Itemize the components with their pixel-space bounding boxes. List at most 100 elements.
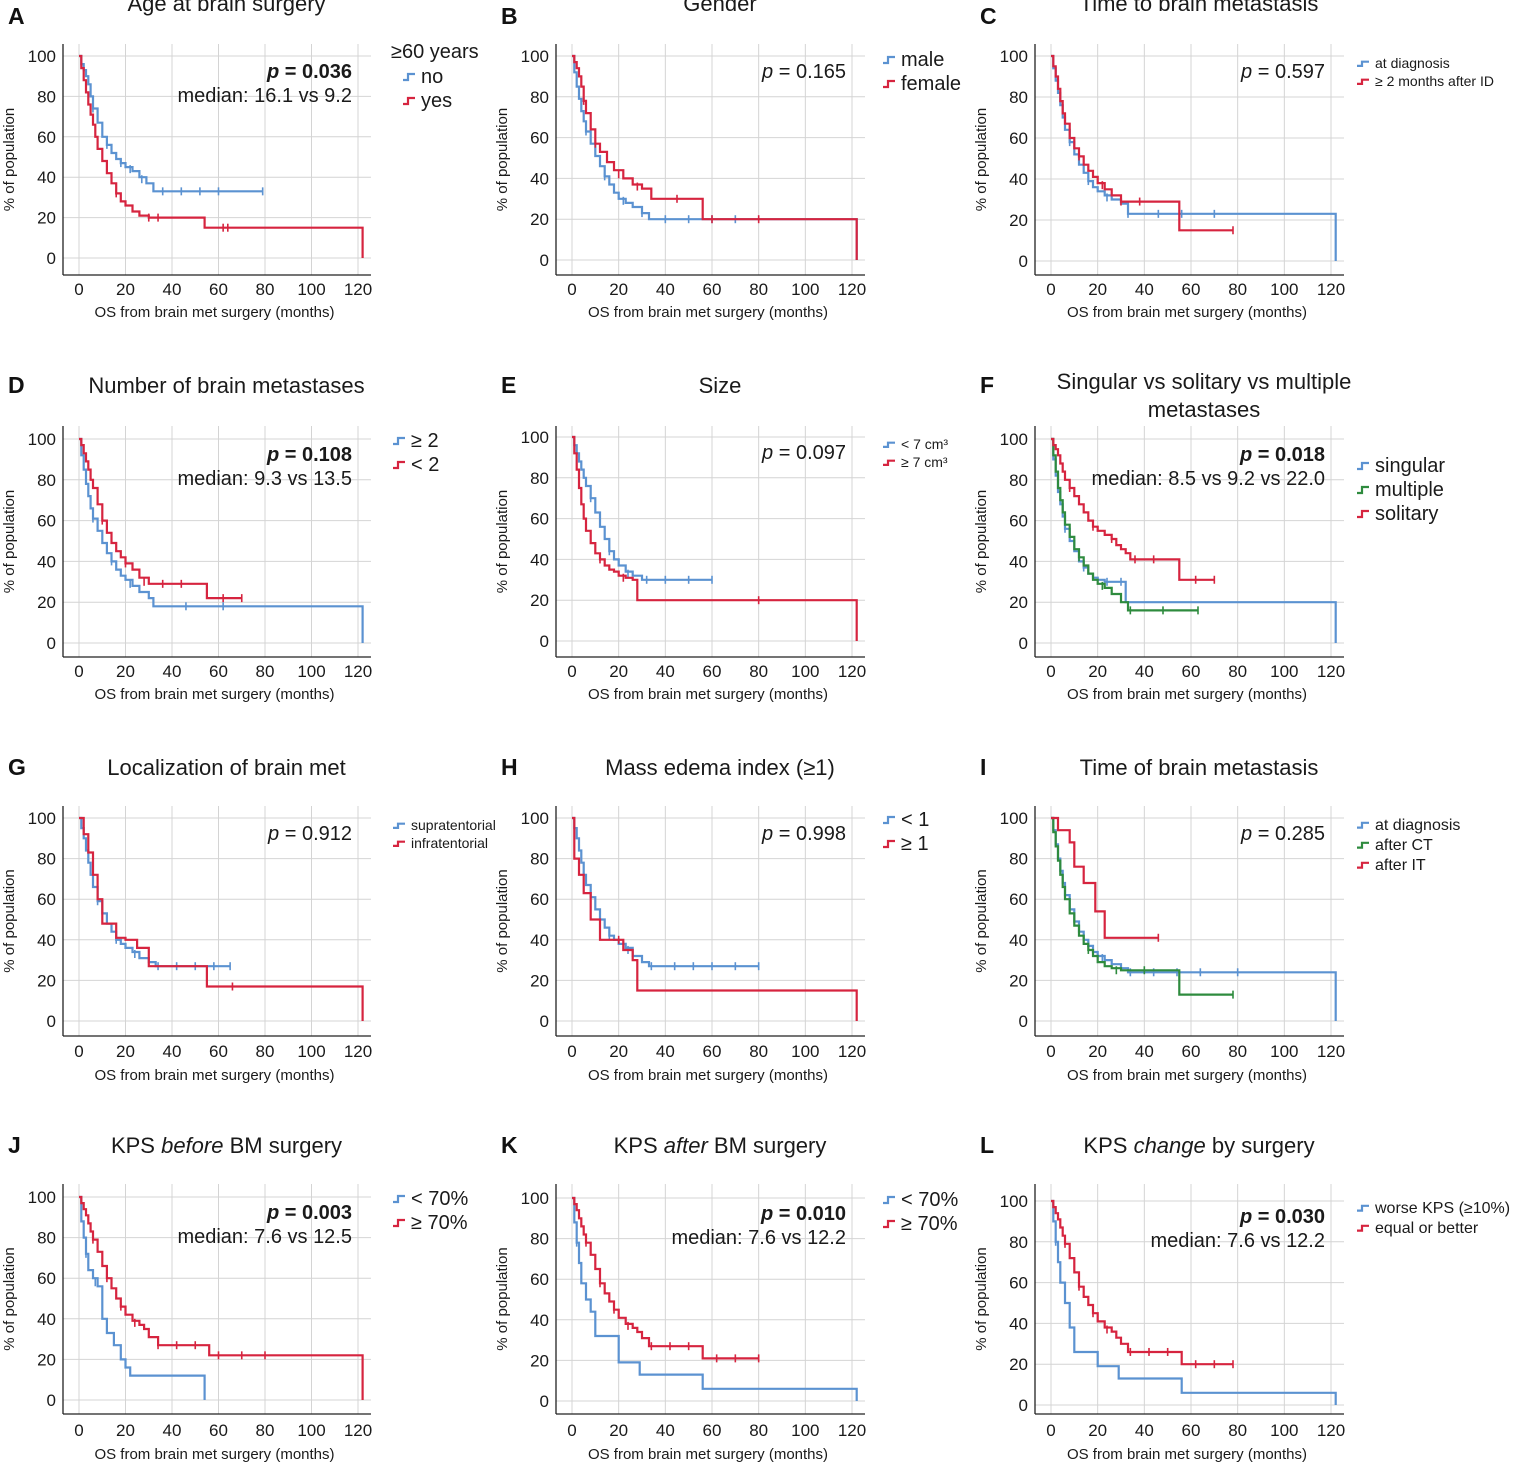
x-tick-label: 60 <box>209 1042 228 1061</box>
series--70- <box>572 1196 760 1363</box>
legend-swatch <box>1357 509 1369 519</box>
x-tick-label: 120 <box>1317 280 1345 299</box>
x-tick-label: 20 <box>609 662 628 681</box>
y-axis-label: % of population <box>973 1247 990 1350</box>
series--2 <box>79 437 364 643</box>
x-axis-label: OS from brain met surgery (months) <box>588 686 828 703</box>
x-axis-label: OS from brain met surgery (months) <box>94 1067 334 1084</box>
x-tick-label: 80 <box>256 280 275 299</box>
legend-swatch <box>1357 1224 1369 1232</box>
x-tick-label: 0 <box>1046 1042 1055 1061</box>
x-tick-label: 0 <box>567 280 576 299</box>
series--1 <box>572 816 858 1021</box>
x-tick-label: 60 <box>209 662 228 681</box>
series--70- <box>79 1195 364 1400</box>
x-axis-label: OS from brain met surgery (months) <box>94 1446 334 1463</box>
y-tick-label: 20 <box>37 1350 56 1369</box>
y-tick-label: 20 <box>1009 971 1028 990</box>
y-tick-label: 100 <box>521 428 549 447</box>
y-tick-label: 20 <box>530 210 549 229</box>
y-axis-label: % of population <box>973 869 990 972</box>
y-tick-label: 80 <box>530 88 549 107</box>
y-tick-label: 40 <box>37 931 56 950</box>
x-tick-label: 120 <box>344 1042 372 1061</box>
y-tick-label: 40 <box>530 1311 549 1330</box>
legend-label: multiple <box>1375 479 1444 501</box>
panel-title: Singular vs solitary vs multiple <box>1057 369 1352 394</box>
median-label: median: 8.5 vs 9.2 vs 22.0 <box>1092 468 1325 490</box>
legend-label: male <box>901 49 944 71</box>
series--2-months-after-id <box>1051 54 1234 235</box>
panel-h: 0 20 40 60 80 100 120 0 20 40 60 80 100 OS from brain… <box>494 754 929 1084</box>
x-tick-label: 120 <box>838 280 866 299</box>
series-infratentorial <box>79 816 364 1021</box>
x-tick-label: 40 <box>163 1042 182 1061</box>
x-axis-label: OS from brain met surgery (months) <box>1067 1446 1307 1463</box>
series-singular <box>1051 437 1337 643</box>
series-at-diagnosis <box>1051 816 1337 1021</box>
y-tick-label: 40 <box>37 552 56 571</box>
y-tick-label: 100 <box>28 1188 56 1207</box>
panel-letter: J <box>8 1132 21 1158</box>
x-tick-label: 20 <box>1088 1042 1107 1061</box>
panel-letter: I <box>980 754 986 780</box>
y-tick-label: 40 <box>1009 931 1028 950</box>
legend-swatch <box>393 1194 405 1204</box>
legend-swatch <box>883 441 895 448</box>
x-axis-label: OS from brain met surgery (months) <box>588 1446 828 1463</box>
legend-swatch <box>883 1219 895 1229</box>
y-tick-label: 80 <box>530 469 549 488</box>
panel-letter: H <box>501 754 518 780</box>
x-tick-label: 60 <box>703 1421 722 1440</box>
x-tick-label: 40 <box>656 280 675 299</box>
km-curve <box>1051 437 1198 612</box>
series--7-cm- <box>572 435 858 641</box>
legend-label: < 2 <box>411 454 439 476</box>
y-tick-label: 60 <box>37 512 56 531</box>
panel-title: Time to brain metastasis <box>1080 0 1319 16</box>
x-tick-label: 80 <box>1228 280 1247 299</box>
series-yes <box>79 54 364 258</box>
y-tick-label: 80 <box>530 1230 549 1249</box>
legend-label: ≥ 70% <box>901 1213 958 1235</box>
panel-letter: L <box>980 1132 994 1158</box>
panel-title: Number of brain metastases <box>88 373 364 398</box>
y-tick-label: 80 <box>37 850 56 869</box>
panel-a: 0 20 40 60 80 100 120 0 20 40 60 80 100 OS from brain… <box>1 0 479 321</box>
y-tick-label: 20 <box>37 971 56 990</box>
y-axis-label: % of population <box>973 490 990 593</box>
series-female <box>572 54 858 260</box>
y-tick-label: 60 <box>530 129 549 148</box>
y-tick-label: 40 <box>37 1310 56 1329</box>
y-tick-label: 80 <box>37 471 56 490</box>
legend-swatch <box>1357 821 1369 829</box>
km-curve <box>79 816 231 968</box>
panel-letter: C <box>980 3 997 29</box>
y-axis-label: % of population <box>1 1247 18 1350</box>
y-tick-label: 60 <box>1009 129 1028 148</box>
legend-swatch <box>393 460 405 470</box>
panel-letter: K <box>501 1132 518 1158</box>
x-tick-label: 100 <box>297 662 325 681</box>
y-tick-label: 0 <box>540 632 549 651</box>
panel-e: 0 20 40 60 80 100 120 0 20 40 60 80 100 OS from brain… <box>494 372 948 703</box>
median-label: median: 16.1 vs 9.2 <box>177 85 352 107</box>
y-tick-label: 40 <box>530 550 549 569</box>
legend-label: ≥ 70% <box>411 1212 468 1234</box>
y-tick-label: 100 <box>1000 1192 1028 1211</box>
y-tick-label: 80 <box>1009 1233 1028 1252</box>
legend-label: solitary <box>1375 503 1438 525</box>
panel-letter: F <box>980 372 994 398</box>
km-curve <box>572 816 858 1021</box>
y-tick-label: 0 <box>1019 1396 1028 1415</box>
x-tick-label: 60 <box>703 662 722 681</box>
legend-label: ≥ 2 months after ID <box>1375 73 1494 89</box>
y-tick-label: 80 <box>1009 471 1028 490</box>
x-tick-label: 100 <box>297 1421 325 1440</box>
series-after-it <box>1051 816 1160 942</box>
km-curve <box>1051 54 1233 232</box>
panel-title: Mass edema index (≥1) <box>605 755 835 780</box>
x-tick-label: 0 <box>567 662 576 681</box>
legend-swatch <box>1357 1204 1369 1212</box>
y-tick-label: 40 <box>1009 1314 1028 1333</box>
